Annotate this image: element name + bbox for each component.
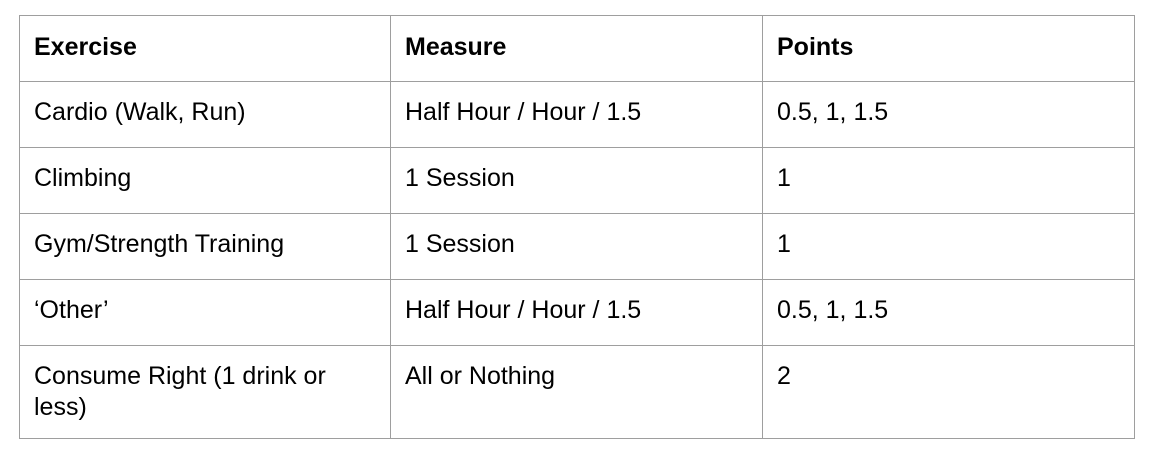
cell-points: 0.5, 1, 1.5 — [762, 81, 1135, 148]
table-row: Gym/Strength Training 1 Session 1 — [19, 213, 1135, 280]
table-row: ‘Other’ Half Hour / Hour / 1.5 0.5, 1, 1… — [19, 279, 1135, 346]
cell-exercise: ‘Other’ — [19, 279, 391, 346]
header-exercise: Exercise — [19, 15, 391, 82]
cell-measure: All or Nothing — [390, 345, 763, 439]
cell-measure: 1 Session — [390, 213, 763, 280]
exercise-points-table: Exercise Measure Points Cardio (Walk, Ru… — [19, 15, 1135, 439]
cell-exercise: Climbing — [19, 147, 391, 214]
table-row: Cardio (Walk, Run) Half Hour / Hour / 1.… — [19, 81, 1135, 148]
cell-exercise: Gym/Strength Training — [19, 213, 391, 280]
table-row: Consume Right (1 drink or less) All or N… — [19, 345, 1135, 439]
cell-points: 1 — [762, 213, 1135, 280]
cell-points: 2 — [762, 345, 1135, 439]
cell-points: 0.5, 1, 1.5 — [762, 279, 1135, 346]
header-points: Points — [762, 15, 1135, 82]
table-row: Climbing 1 Session 1 — [19, 147, 1135, 214]
table-header-row: Exercise Measure Points — [19, 15, 1135, 82]
cell-measure: Half Hour / Hour / 1.5 — [390, 279, 763, 346]
cell-points: 1 — [762, 147, 1135, 214]
cell-exercise: Cardio (Walk, Run) — [19, 81, 391, 148]
cell-measure: Half Hour / Hour / 1.5 — [390, 81, 763, 148]
cell-exercise: Consume Right (1 drink or less) — [19, 345, 391, 439]
cell-measure: 1 Session — [390, 147, 763, 214]
header-measure: Measure — [390, 15, 763, 82]
